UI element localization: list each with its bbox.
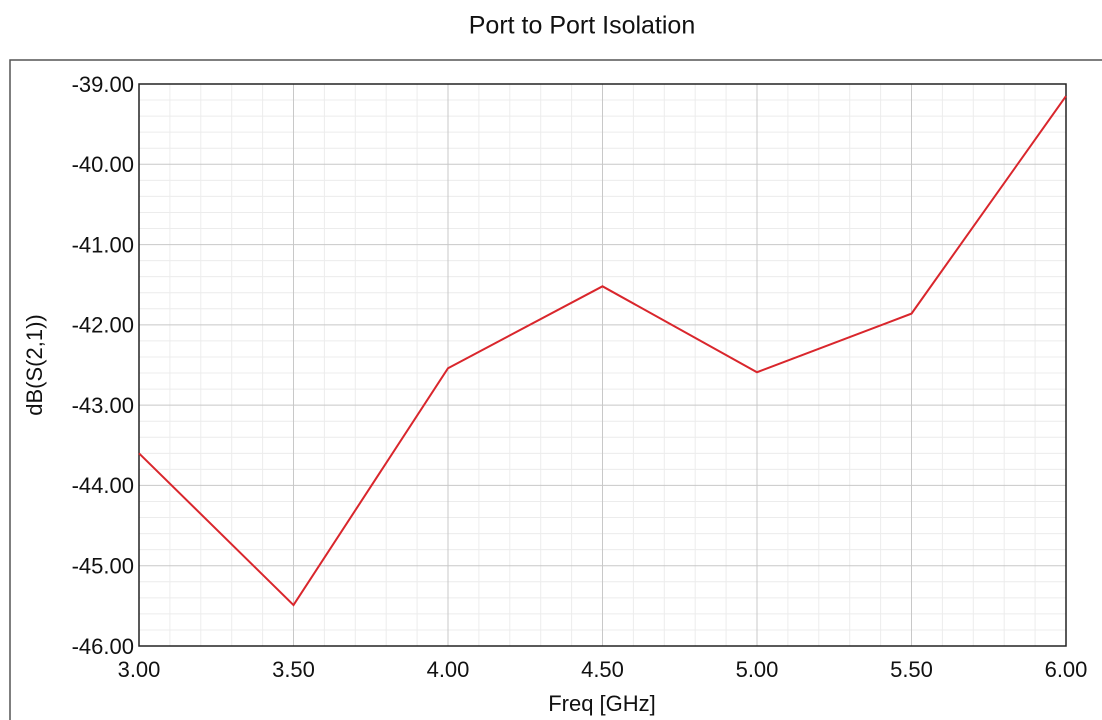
plot-border bbox=[138, 83, 1067, 647]
x-tick-label: 6.00 bbox=[1045, 657, 1088, 682]
x-tick-label: 3.00 bbox=[118, 657, 161, 682]
x-tick-label: 5.50 bbox=[890, 657, 933, 682]
chart-title: Port to Port Isolation bbox=[469, 12, 696, 40]
frame bbox=[9, 59, 1102, 720]
y-axis-label: dB(S(2,1)) bbox=[22, 314, 47, 415]
y-tick-label: -39.00 bbox=[72, 72, 134, 97]
x-axis-label: Freq [GHz] bbox=[548, 691, 656, 716]
data-line bbox=[138, 95, 1067, 607]
y-tick-label: -43.00 bbox=[72, 393, 134, 418]
y-tick-label: -40.00 bbox=[72, 152, 134, 177]
y-tick-label: -45.00 bbox=[72, 554, 134, 579]
y-tick-label: -46.00 bbox=[72, 634, 134, 659]
x-tick-label: 3.50 bbox=[272, 657, 315, 682]
x-tick-label: 5.00 bbox=[736, 657, 779, 682]
y-tick-label: -42.00 bbox=[72, 313, 134, 338]
x-tick-label: 4.00 bbox=[427, 657, 470, 682]
y-tick-label: -44.00 bbox=[72, 473, 134, 498]
y-tick-label: -41.00 bbox=[72, 232, 134, 257]
x-tick-label: 4.50 bbox=[581, 657, 624, 682]
